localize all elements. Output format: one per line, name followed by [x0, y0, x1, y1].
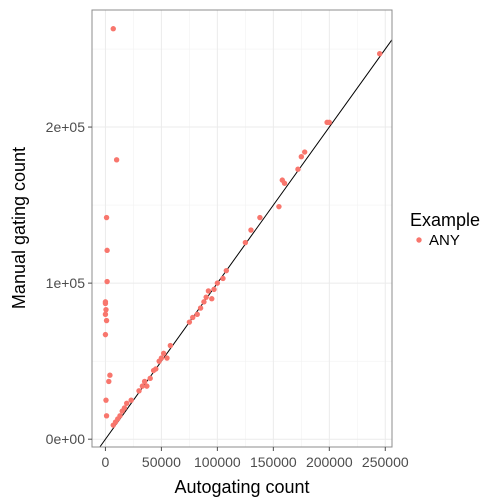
data-point — [102, 331, 109, 338]
data-point — [220, 275, 226, 282]
y-tick-label: 1e+05 — [46, 275, 86, 291]
data-point — [376, 51, 383, 57]
data-point — [209, 296, 215, 302]
data-point — [136, 388, 142, 394]
data-point — [167, 342, 174, 349]
data-point — [121, 405, 128, 411]
data-point — [214, 280, 221, 286]
data-point — [197, 305, 204, 311]
data-point — [223, 267, 230, 274]
legend-title: Example — [410, 210, 480, 230]
data-point — [106, 378, 112, 385]
x-axis-ticks: 0 50000 100000 150000 200000 250000 — [102, 447, 409, 470]
data-point — [128, 397, 134, 403]
data-point — [104, 247, 110, 254]
data-point — [160, 350, 167, 357]
y-tick-label: 0e+00 — [46, 431, 86, 447]
data-points — [102, 26, 383, 428]
data-point — [295, 166, 301, 172]
x-tick-label: 150000 — [250, 454, 297, 470]
data-point — [186, 319, 193, 325]
data-point — [326, 119, 333, 126]
data-point — [103, 214, 110, 221]
data-point — [103, 397, 109, 403]
x-tick-label: 250000 — [362, 454, 409, 470]
data-point — [104, 278, 110, 285]
data-point — [139, 383, 146, 389]
x-tick-label: 200000 — [306, 454, 353, 470]
data-point — [102, 300, 109, 307]
data-point — [107, 372, 113, 378]
data-point — [257, 214, 263, 221]
x-tick-label: 100000 — [194, 454, 241, 470]
data-point — [144, 383, 150, 389]
data-point — [147, 375, 153, 382]
legend-key-dot — [416, 237, 422, 243]
x-tick-label: 50000 — [142, 454, 181, 470]
data-point — [124, 400, 130, 406]
data-point — [298, 154, 305, 160]
data-point — [153, 366, 159, 372]
data-point — [113, 157, 120, 163]
legend: Example ANY — [410, 210, 480, 249]
data-point — [158, 355, 165, 361]
data-point — [102, 311, 109, 318]
panel-background — [92, 10, 392, 447]
y-axis-ticks: 0e+00 1e+05 2e+05 — [46, 119, 92, 447]
data-point — [103, 306, 109, 313]
data-point — [242, 239, 249, 246]
data-point — [164, 355, 170, 361]
x-tick-label: 0 — [102, 454, 110, 470]
data-point — [281, 180, 288, 186]
panel-border — [91, 9, 393, 448]
data-point — [203, 294, 209, 300]
data-point — [141, 378, 148, 385]
data-point — [201, 299, 207, 305]
legend-label-any: ANY — [429, 232, 460, 249]
data-point — [103, 317, 110, 324]
y-axis-title: Manual gating count — [9, 147, 29, 309]
data-point — [301, 149, 308, 155]
data-point — [276, 203, 282, 210]
x-axis-title: Autogating count — [174, 477, 309, 497]
data-point — [248, 227, 254, 233]
y-tick-label: 2e+05 — [46, 119, 86, 135]
data-point — [117, 413, 123, 419]
data-point — [110, 26, 116, 32]
gridlines — [92, 10, 392, 447]
data-point — [205, 288, 212, 294]
data-point — [194, 311, 200, 318]
data-point — [211, 286, 217, 293]
data-point — [190, 314, 196, 321]
data-point — [103, 413, 110, 419]
